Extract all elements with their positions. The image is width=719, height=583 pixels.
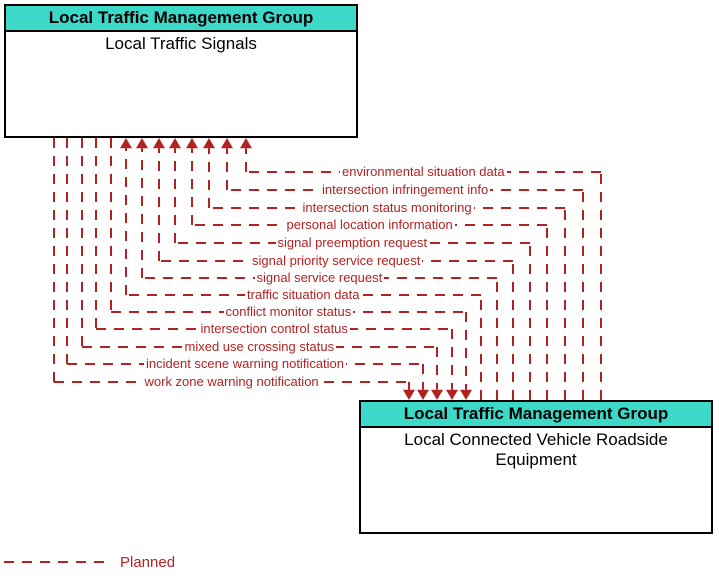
flow-label: signal priority service request bbox=[250, 253, 422, 268]
node-bottom-body: Local Connected Vehicle Roadside Equipme… bbox=[361, 428, 711, 472]
legend-label: Planned bbox=[120, 554, 175, 571]
flow-label: signal preemption request bbox=[276, 235, 430, 250]
node-top-body: Local Traffic Signals bbox=[6, 32, 356, 56]
flow-label: work zone warning notification bbox=[143, 374, 321, 389]
flow-label: personal location information bbox=[285, 217, 455, 232]
flow-label: incident scene warning notification bbox=[144, 356, 346, 371]
flow-label: environmental situation data bbox=[340, 164, 507, 179]
flow-label: conflict monitor status bbox=[224, 304, 354, 319]
flow-label: traffic situation data bbox=[245, 287, 362, 302]
node-bottom-header: Local Traffic Management Group bbox=[361, 402, 711, 428]
node-local-connected-vehicle-roadside-equipment: Local Traffic Management Group Local Con… bbox=[359, 400, 713, 534]
flow-label: intersection control status bbox=[199, 321, 350, 336]
node-local-traffic-signals: Local Traffic Management Group Local Tra… bbox=[4, 4, 358, 138]
flow-label: mixed use crossing status bbox=[183, 339, 337, 354]
flow-label: intersection infringement info bbox=[320, 182, 490, 197]
flow-label: intersection status monitoring bbox=[301, 200, 474, 215]
flow-label: signal service request bbox=[255, 270, 385, 285]
node-top-header: Local Traffic Management Group bbox=[6, 6, 356, 32]
